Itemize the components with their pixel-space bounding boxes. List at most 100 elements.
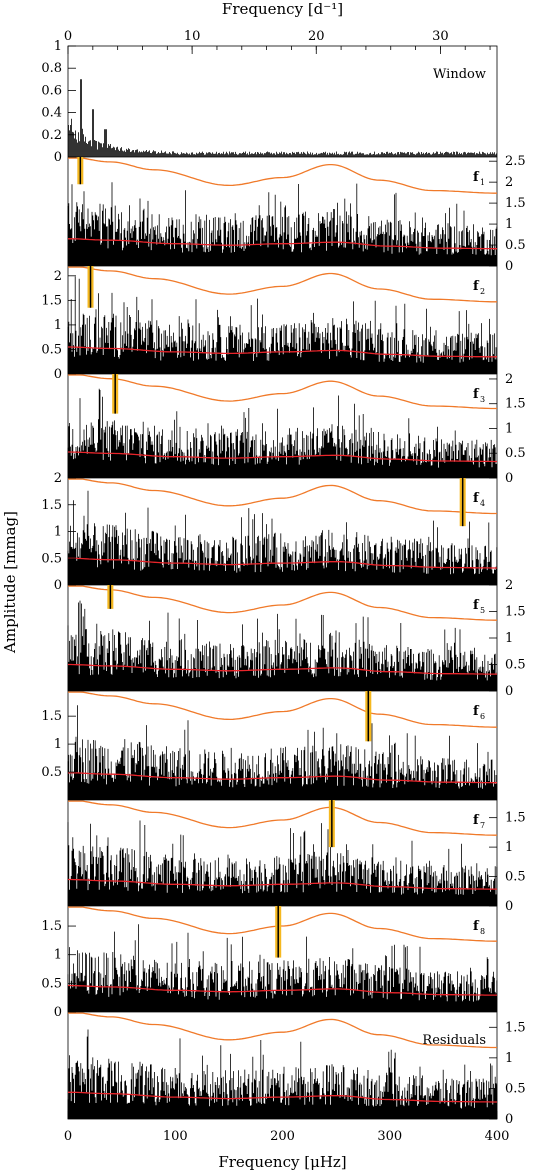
panel-6: f 5 0 0.5 1 1.5 2 bbox=[67, 578, 526, 699]
y-tick-label: 0.5 bbox=[41, 765, 62, 780]
y-tick-label: 0 bbox=[505, 471, 513, 486]
y-tick-label: 0.4 bbox=[41, 106, 62, 121]
panel-3: f 200.511.52 bbox=[41, 265, 498, 382]
y-tick-label: 0.6 bbox=[41, 83, 62, 98]
y-tick-label: 1.5 bbox=[41, 709, 62, 724]
y-tick-label: 0.2 bbox=[41, 128, 62, 143]
y-tick-label: 1 bbox=[54, 525, 62, 540]
bottom-axis-label: Frequency [μHz] bbox=[218, 1153, 346, 1171]
panel-label: f bbox=[473, 387, 480, 402]
y-tick-label: 0.5 bbox=[505, 1081, 526, 1096]
y-tick-label: 1 bbox=[54, 737, 62, 752]
bottom-tick-label: 200 bbox=[270, 1129, 295, 1144]
panel-label-subscript: 3 bbox=[480, 395, 485, 404]
significance-curve bbox=[68, 1012, 497, 1049]
panel-2: f 100.511.522.5 bbox=[67, 154, 526, 274]
significance-curve bbox=[68, 585, 497, 621]
panel-9: f 8 0 0.5 1 1.5 bbox=[41, 905, 498, 1020]
y-tick-label: 1.5 bbox=[41, 498, 62, 513]
panel-1: Window 0 0.2 0.4 0.6 0.8 1 bbox=[41, 39, 497, 165]
top-tick-label: 0 bbox=[64, 29, 72, 44]
y-tick-label: 0.5 bbox=[41, 976, 62, 991]
spectrum bbox=[68, 79, 497, 157]
y-tick-label: 2 bbox=[54, 269, 62, 284]
panel-label-subscript: 7 bbox=[480, 821, 485, 830]
y-axis-label: Amplitude [mmag] bbox=[1, 511, 19, 654]
spectrum bbox=[67, 820, 498, 906]
y-tick-label: 1.5 bbox=[505, 397, 526, 412]
y-tick-label: 0.5 bbox=[41, 342, 62, 357]
noise-curve bbox=[68, 663, 497, 675]
spectrum bbox=[67, 924, 498, 1012]
y-tick-label: 0.5 bbox=[505, 870, 526, 885]
panel-label: f bbox=[473, 704, 480, 719]
y-tick-label: 1.5 bbox=[505, 811, 526, 826]
significance-curve bbox=[68, 691, 497, 728]
noise-curve bbox=[68, 346, 497, 358]
y-tick-label: 0.5 bbox=[505, 238, 526, 253]
panel-label-subscript: 6 bbox=[480, 712, 485, 721]
bottom-tick-label: 400 bbox=[485, 1129, 510, 1144]
significance-curve bbox=[68, 266, 497, 303]
panel-label-subscript: 5 bbox=[480, 606, 485, 615]
spectrum bbox=[67, 705, 498, 800]
panel-8: f 7 0 0.5 1 1.5 bbox=[67, 799, 526, 914]
y-tick-label: 1 bbox=[505, 421, 513, 436]
panel-label: Residuals bbox=[422, 1033, 486, 1048]
y-tick-label: 1.5 bbox=[41, 293, 62, 308]
panel-label: Window bbox=[433, 67, 486, 82]
y-tick-label: 2.5 bbox=[505, 154, 526, 169]
y-tick-label: 0.5 bbox=[41, 551, 62, 566]
y-tick-label: 0 bbox=[505, 1112, 513, 1127]
noise-curve bbox=[68, 451, 497, 463]
y-tick-label: 2 bbox=[505, 175, 513, 190]
y-tick-label: 1 bbox=[505, 1051, 513, 1066]
significance-curve bbox=[68, 374, 497, 410]
top-tick-label: 20 bbox=[308, 29, 325, 44]
noise-curve bbox=[68, 878, 497, 890]
y-tick-label: 1.5 bbox=[505, 1020, 526, 1035]
y-tick-label: 0.5 bbox=[505, 446, 526, 461]
significance-curve bbox=[68, 157, 497, 194]
spectrum bbox=[67, 490, 498, 585]
noise-curve bbox=[68, 557, 497, 569]
y-tick-label: 0 bbox=[54, 367, 62, 382]
y-tick-label: 0 bbox=[505, 684, 513, 699]
spectrum bbox=[67, 600, 498, 691]
y-tick-label: 1 bbox=[505, 840, 513, 855]
panel-10: Residuals 0 0.5 1 1.5 bbox=[67, 1011, 526, 1127]
bottom-tick-label: 300 bbox=[377, 1129, 402, 1144]
panel-4: f 3 0 0.5 1 1.5 2 bbox=[67, 372, 526, 486]
y-tick-label: 0.5 bbox=[505, 658, 526, 673]
y-tick-label: 2 bbox=[505, 578, 513, 593]
significance-curve bbox=[68, 800, 497, 836]
top-tick-label: 10 bbox=[184, 29, 201, 44]
panel-label-subscript: 1 bbox=[480, 178, 485, 187]
spectrum bbox=[67, 182, 498, 266]
panel-5: f 4 0 0.5 1 1.5 2 bbox=[41, 471, 498, 593]
y-tick-label: 1 bbox=[54, 318, 62, 333]
y-tick-label: 1.5 bbox=[41, 919, 62, 934]
y-tick-label: 1 bbox=[54, 948, 62, 963]
panel-label: f bbox=[473, 170, 480, 185]
y-tick-label: 0 bbox=[54, 1005, 62, 1020]
noise-curve bbox=[68, 984, 497, 996]
top-tick-label: 30 bbox=[432, 29, 449, 44]
noise-curve bbox=[68, 772, 497, 784]
panel-label: f bbox=[473, 279, 480, 294]
y-tick-label: 0 bbox=[54, 150, 62, 165]
panel-label-subscript: 2 bbox=[480, 287, 485, 296]
spectrum bbox=[67, 276, 498, 374]
spectrum bbox=[67, 388, 498, 478]
y-tick-label: 1 bbox=[505, 631, 513, 646]
noise-curve bbox=[68, 1091, 497, 1103]
y-tick-label: 2 bbox=[54, 471, 62, 486]
y-tick-label: 1.5 bbox=[505, 196, 526, 211]
y-tick-label: 2 bbox=[505, 372, 513, 387]
panel-label: f bbox=[473, 813, 480, 828]
y-tick-label: 0 bbox=[505, 259, 513, 274]
panel-label-subscript: 8 bbox=[480, 927, 485, 936]
y-tick-label: 1.5 bbox=[505, 605, 526, 620]
noise-curve bbox=[68, 238, 497, 250]
